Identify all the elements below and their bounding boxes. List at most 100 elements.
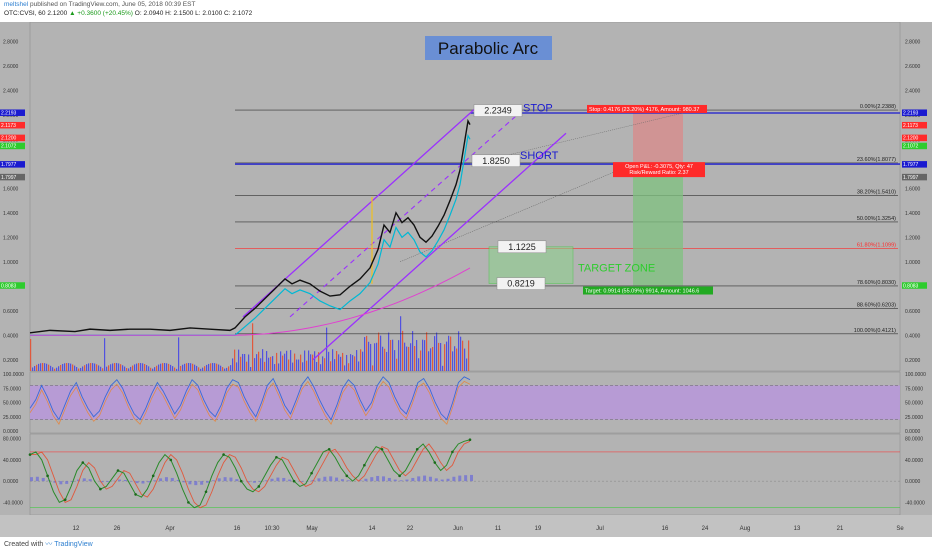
volume-bar [420,350,422,371]
volume-bar [432,346,434,371]
time-tick: Se [896,526,904,532]
macd-dot [222,453,225,456]
macd-histogram-bar [223,477,227,482]
target-label-text: Target: 0.9914 (55.09%) 9914, Amount: 10… [585,289,699,295]
price-badge-left-text: 2.2193 [1,110,17,116]
chart-area[interactable]: 2.80002.80002.60002.60002.40002.40002.20… [0,21,932,537]
volume-bar [38,363,40,371]
price-tick-left: 0.2000 [3,358,19,364]
price-tick-right: 1.2000 [905,235,921,241]
macd-tick-right: 80.0000 [905,437,923,443]
volume-bar [164,363,166,371]
macd-dot [239,479,243,483]
price-tick-left: 2.4000 [3,88,19,94]
volume-bar [128,368,130,371]
volume-bar [266,351,268,371]
volume-bar [278,363,280,371]
author-link[interactable]: meltshel [4,1,29,8]
macd-histogram-bar [164,477,168,482]
target-label-box [583,286,713,295]
rsi-tick-right: 75.0000 [905,386,923,392]
macd-histogram-bar [229,477,233,482]
time-tick: Aug [740,526,751,532]
volume-bar [334,359,336,371]
volume-bar [406,346,408,371]
macd-histogram-bar [411,477,415,482]
volume-bar [150,367,152,371]
price-tick-left: 1.0000 [3,260,19,266]
stop-text: STOP [523,102,553,114]
macd-histogram-bar [182,481,186,483]
volume-bar [132,365,134,371]
chart-svg[interactable]: 2.80002.80002.60002.60002.40002.40002.20… [0,21,932,537]
volume-bar [388,332,390,371]
volume-bar [292,362,294,371]
volume-bar [130,366,132,371]
volume-bar [230,365,232,371]
volume-bar [382,346,384,371]
fib-level-label: 23.60%(1.8077) [857,157,896,163]
macd-tick-right: 0.0000 [905,479,921,485]
open-pl-text: Open P&L: -0.3075, Qty: 47 [625,164,693,170]
volume-bar [274,364,276,371]
symbol-label: OTC:CVSI, 60 [4,10,46,17]
macd-dot [415,447,419,451]
volume-bar [104,338,106,371]
volume-bar [340,356,342,371]
volume-bar [250,366,252,371]
volume-bar [296,359,298,371]
time-tick: 16 [234,526,241,532]
macd-histogram-bar [30,477,33,482]
volume-bar [268,357,270,371]
volume-bar [322,356,324,371]
price-badge-right [902,142,927,150]
volume-bar [290,350,292,371]
macd-signal-line [30,440,471,509]
volume-bar [202,367,204,371]
volume-bar [318,352,320,371]
macd-histogram-bar [170,477,174,482]
macd-dot [28,453,32,456]
volume-bar [414,345,416,371]
volume-bar [226,367,228,371]
price-tick-right: 1.4000 [905,211,921,217]
volume-bar [356,350,358,371]
price-tick-left: 1.4000 [3,211,19,217]
macd-tick-left: 0.0000 [3,479,19,485]
volume-bar [304,350,306,371]
price-badge-right [902,134,927,142]
macd-histogram-bar [288,479,292,482]
volume-bar [140,363,142,371]
macd-histogram-bar [123,479,127,482]
volume-bar [110,364,112,371]
volume-bar [96,364,98,371]
price-badge-left [0,134,25,142]
volume-bar [320,364,322,371]
price-callout-box [496,277,546,290]
macd-histogram-bar [35,476,39,482]
macd-dot [81,461,85,464]
volume-bar [354,356,356,371]
volume-bar [206,364,208,371]
stop-label-box [587,104,707,113]
volume-bar [180,365,182,371]
tradingview-link[interactable]: TradingView [54,541,93,548]
volume-bar [422,339,424,371]
volume-bar [288,359,290,371]
volume-bar [450,336,452,371]
time-tick: 21 [837,526,844,532]
volume-bar [364,337,366,371]
volume-bar [50,365,52,371]
title-box [425,36,552,60]
volume-bar [376,342,378,371]
macd-histogram-bar [452,476,456,482]
volume-bar [228,366,230,371]
macd-histogram-bar [440,479,444,482]
price-tick-right: 2.4000 [905,88,921,94]
time-tick: 14 [369,526,376,532]
price-tick-right: 0.6000 [905,309,921,315]
volume-bar [194,364,196,371]
macd-dot [398,474,401,478]
ema-slow-line [30,267,471,336]
volume-bar [380,335,382,371]
